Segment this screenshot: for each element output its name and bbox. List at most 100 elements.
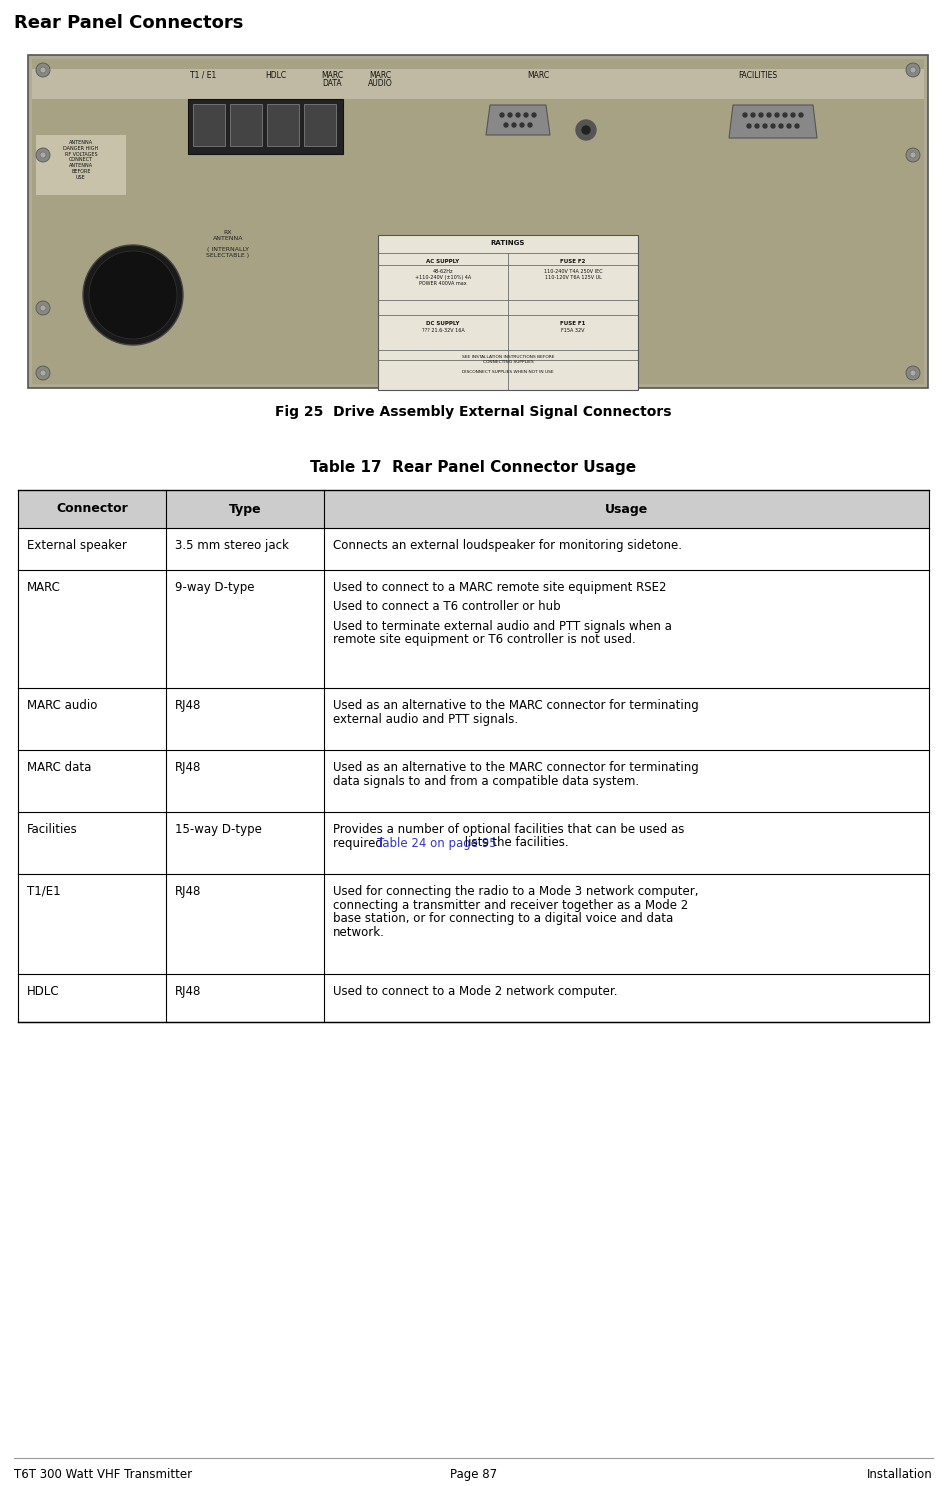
Text: HDLC: HDLC [265, 71, 287, 80]
Text: Connector: Connector [56, 502, 128, 516]
Bar [188, 100, 343, 155]
Circle shape [36, 302, 50, 315]
Bar [304, 104, 336, 146]
Text: MARC: MARC [27, 581, 61, 594]
Text: external audio and PTT signals.: external audio and PTT signals. [333, 712, 518, 725]
Text: RX
ANTENNA

( INTERNALLY
SELECTABLE ): RX ANTENNA ( INTERNALLY SELECTABLE ) [206, 230, 250, 259]
Text: 3.5 mm stereo jack: 3.5 mm stereo jack [175, 539, 289, 551]
Bar [18, 490, 929, 528]
Bar [378, 235, 638, 389]
Text: Used as an alternative to the MARC connector for terminating: Used as an alternative to the MARC conne… [333, 761, 699, 774]
Text: MARC audio: MARC audio [27, 698, 98, 712]
Text: Provides a number of optional facilities that can be used as: Provides a number of optional facilities… [333, 823, 685, 837]
Text: 110-240V T4A 250V IEC
110-120V T6A 125V UL: 110-240V T4A 250V IEC 110-120V T6A 125V … [544, 269, 602, 279]
Bar [230, 104, 262, 146]
Text: MARC: MARC [527, 71, 549, 80]
Circle shape [516, 113, 520, 117]
Text: RJ48: RJ48 [175, 698, 202, 712]
Text: F15A 32V: F15A 32V [562, 328, 584, 333]
Text: Type: Type [228, 502, 261, 516]
Text: Facilities: Facilities [27, 823, 78, 837]
Circle shape [775, 113, 779, 117]
Circle shape [500, 113, 504, 117]
Bar [18, 571, 929, 688]
Circle shape [36, 149, 50, 162]
Circle shape [783, 113, 787, 117]
Circle shape [40, 152, 46, 158]
Circle shape [751, 113, 755, 117]
Circle shape [755, 123, 759, 128]
Text: remote site equipment or T6 controller is not used.: remote site equipment or T6 controller i… [333, 633, 635, 646]
Circle shape [910, 67, 916, 73]
Circle shape [36, 62, 50, 77]
Text: MARC: MARC [369, 71, 391, 80]
Circle shape [779, 123, 783, 128]
Bar [18, 874, 929, 973]
Text: Used to connect to a Mode 2 network computer.: Used to connect to a Mode 2 network comp… [333, 985, 617, 999]
Bar [32, 68, 924, 100]
Text: T1/E1: T1/E1 [27, 886, 61, 898]
Text: RATINGS: RATINGS [491, 241, 526, 247]
Text: Used as an alternative to the MARC connector for terminating: Used as an alternative to the MARC conne… [333, 698, 699, 712]
Circle shape [743, 113, 747, 117]
Bar [18, 811, 929, 874]
Text: 48-62Hz
+110-240V (±10%) 4A
POWER 400VA max: 48-62Hz +110-240V (±10%) 4A POWER 400VA … [415, 269, 471, 285]
Text: RJ48: RJ48 [175, 985, 202, 999]
Text: FACILITIES: FACILITIES [739, 71, 777, 80]
Text: required.: required. [333, 837, 390, 850]
Text: Used to terminate external audio and PTT signals when a: Used to terminate external audio and PTT… [333, 620, 671, 633]
Text: Installation: Installation [867, 1468, 933, 1482]
Circle shape [791, 113, 795, 117]
Bar [32, 59, 924, 383]
Text: RJ48: RJ48 [175, 886, 202, 898]
Text: DISCONNECT SUPPLIES WHEN NOT IN USE: DISCONNECT SUPPLIES WHEN NOT IN USE [462, 370, 554, 374]
Circle shape [89, 251, 177, 339]
Circle shape [83, 245, 183, 345]
Text: RJ48: RJ48 [175, 761, 202, 774]
Text: FUSE F1: FUSE F1 [561, 321, 585, 325]
Text: data signals to and from a compatible data system.: data signals to and from a compatible da… [333, 774, 639, 788]
Circle shape [512, 123, 516, 126]
Text: DC SUPPLY: DC SUPPLY [426, 321, 459, 325]
Circle shape [906, 149, 920, 162]
Bar [18, 750, 929, 811]
Circle shape [36, 366, 50, 380]
Circle shape [906, 62, 920, 77]
Text: Table 24 on page 95: Table 24 on page 95 [377, 837, 497, 850]
Text: T6T 300 Watt VHF Transmitter: T6T 300 Watt VHF Transmitter [14, 1468, 192, 1482]
Text: Used to connect to a MARC remote site equipment RSE2: Used to connect to a MARC remote site eq… [333, 581, 667, 594]
Text: HDLC: HDLC [27, 985, 60, 999]
Circle shape [40, 370, 46, 376]
Text: ANTENNA
DANGER HIGH
RF VOLTAGES
CONNECT
ANTENNA
BEFORE
USE: ANTENNA DANGER HIGH RF VOLTAGES CONNECT … [63, 140, 98, 180]
Text: Usage: Usage [605, 502, 648, 516]
Circle shape [771, 123, 775, 128]
Text: T1 / E1: T1 / E1 [190, 71, 216, 80]
Circle shape [799, 113, 803, 117]
Circle shape [524, 113, 528, 117]
Circle shape [767, 113, 771, 117]
Circle shape [910, 152, 916, 158]
Polygon shape [486, 106, 550, 135]
Circle shape [763, 123, 767, 128]
Text: connecting a transmitter and receiver together as a Mode 2: connecting a transmitter and receiver to… [333, 899, 688, 911]
Text: DATA: DATA [322, 79, 342, 88]
Circle shape [504, 123, 508, 126]
Text: Connects an external loudspeaker for monitoring sidetone.: Connects an external loudspeaker for mon… [333, 539, 682, 551]
Text: 15-way D-type: 15-way D-type [175, 823, 262, 837]
Text: lists the facilities.: lists the facilities. [461, 837, 569, 850]
Bar [267, 104, 299, 146]
Circle shape [520, 123, 524, 126]
Bar [36, 135, 126, 195]
Text: External speaker: External speaker [27, 539, 127, 551]
Text: MARC data: MARC data [27, 761, 91, 774]
Bar [193, 104, 225, 146]
Bar [18, 528, 929, 571]
Circle shape [910, 370, 916, 376]
Circle shape [40, 305, 46, 311]
Polygon shape [729, 106, 817, 138]
Text: Rear Panel Connectors: Rear Panel Connectors [14, 13, 243, 33]
Text: Table 17  Rear Panel Connector Usage: Table 17 Rear Panel Connector Usage [311, 461, 636, 476]
Circle shape [528, 123, 532, 126]
Circle shape [795, 123, 799, 128]
Text: AC SUPPLY: AC SUPPLY [426, 259, 459, 265]
